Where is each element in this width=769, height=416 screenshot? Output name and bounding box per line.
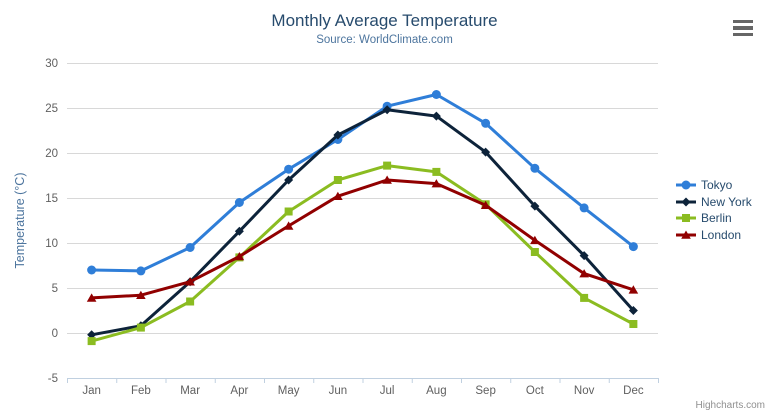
x-tick-label: Jan — [82, 385, 101, 397]
data-point-tokyo-may[interactable] — [284, 164, 294, 174]
data-point-new-york-dec[interactable] — [628, 306, 638, 315]
legend-label: London — [701, 227, 742, 242]
data-point-london-sep[interactable] — [480, 200, 491, 209]
gridlines — [67, 63, 658, 334]
data-point-tokyo-mar[interactable] — [185, 243, 195, 252]
hamburger-icon — [733, 19, 753, 24]
x-axis: Jan Feb Mar Apr May Jun Jul Aug Sep Oct Nov Dec — [67, 378, 659, 397]
x-tick-label: Aug — [426, 385, 446, 397]
data-point-new-york-oct[interactable] — [530, 201, 540, 211]
x-tick-label: Nov — [574, 385, 595, 397]
series-line-london — [90, 178, 635, 300]
data-point-berlin-mar[interactable] — [186, 297, 195, 306]
y-axis-title: Temperature (°C) — [13, 173, 27, 269]
y-tick-label: 10 — [45, 238, 58, 250]
y-tick-label: 25 — [45, 103, 58, 115]
x-tick-label: Apr — [230, 385, 248, 397]
series-line-berlin — [90, 164, 635, 343]
y-tick-label: 5 — [52, 283, 58, 295]
series-new-york — [87, 105, 638, 340]
data-point-london-apr[interactable] — [234, 252, 245, 261]
data-point-berlin-jun[interactable] — [333, 176, 342, 184]
data-point-tokyo-aug[interactable] — [431, 90, 441, 99]
series-tokyo — [87, 90, 638, 276]
data-point-berlin-oct[interactable] — [530, 248, 539, 256]
legend-label: Berlin — [701, 211, 732, 226]
triangle-marker-icon — [676, 230, 696, 239]
x-tick-label: Mar — [180, 385, 200, 397]
data-point-london-oct[interactable] — [530, 235, 540, 245]
x-tick-label: Jun — [329, 385, 348, 397]
data-point-london-aug[interactable] — [431, 179, 442, 188]
data-point-tokyo-sep[interactable] — [481, 118, 491, 128]
chart-subtitle: Source: WorldClimate.com — [316, 34, 453, 46]
data-point-new-york-aug[interactable] — [431, 111, 441, 121]
legend: Tokyo New York Berlin London — [676, 177, 752, 243]
y-tick-label: -5 — [48, 373, 58, 385]
highcharts-credit[interactable]: Highcharts.com — [695, 400, 765, 411]
x-tick-label: Jul — [380, 385, 395, 397]
x-tick-label: Sep — [475, 385, 495, 397]
data-point-tokyo-jan[interactable] — [87, 265, 97, 275]
x-tick-label: Dec — [623, 385, 644, 397]
data-point-new-york-jan[interactable] — [87, 330, 97, 340]
data-point-london-dec[interactable] — [628, 285, 639, 294]
x-tick-label: May — [278, 385, 300, 397]
data-point-london-jan[interactable] — [86, 293, 97, 302]
data-point-tokyo-feb[interactable] — [136, 266, 146, 276]
legend-item-berlin[interactable]: Berlin — [676, 210, 752, 227]
data-point-london-feb[interactable] — [136, 290, 146, 299]
series-london — [86, 175, 639, 302]
chart-title: Monthly Average Temperature — [271, 11, 498, 30]
y-tick-label: 15 — [45, 193, 58, 205]
y-axis-labels: -5 0 5 10 15 20 25 30 — [45, 58, 58, 385]
data-point-berlin-may[interactable] — [284, 207, 293, 216]
circle-marker-icon — [676, 180, 696, 190]
data-point-new-york-jun[interactable] — [333, 130, 343, 140]
legend-label: New York — [701, 194, 752, 209]
data-point-berlin-feb[interactable] — [136, 323, 145, 332]
x-tick-label: Oct — [526, 385, 545, 397]
data-point-london-mar[interactable] — [185, 277, 195, 286]
data-point-tokyo-dec[interactable] — [628, 242, 638, 252]
data-point-london-nov[interactable] — [579, 269, 589, 278]
data-point-new-york-apr[interactable] — [234, 226, 244, 236]
data-point-new-york-nov[interactable] — [579, 251, 589, 261]
x-tick-label: Feb — [131, 385, 151, 397]
series-line-new-york — [90, 108, 635, 337]
square-marker-icon — [676, 214, 696, 223]
data-point-tokyo-oct[interactable] — [530, 163, 540, 173]
legend-item-new-york[interactable]: New York — [676, 194, 752, 211]
data-point-berlin-nov[interactable] — [580, 293, 589, 302]
legend-item-london[interactable]: London — [676, 227, 752, 244]
y-tick-label: 20 — [45, 148, 58, 160]
diamond-marker-icon — [676, 197, 696, 207]
data-point-tokyo-apr[interactable] — [234, 198, 244, 207]
legend-item-tokyo[interactable]: Tokyo — [676, 177, 752, 194]
data-point-berlin-dec[interactable] — [629, 320, 638, 328]
data-point-new-york-may[interactable] — [284, 175, 294, 185]
data-point-berlin-aug[interactable] — [432, 167, 441, 176]
data-point-london-jun[interactable] — [333, 191, 343, 200]
y-tick-label: 30 — [45, 58, 58, 70]
data-point-new-york-jul[interactable] — [382, 105, 392, 115]
y-tick-label: 0 — [52, 328, 58, 340]
data-point-new-york-sep[interactable] — [481, 147, 491, 157]
context-menu-button[interactable] — [731, 17, 755, 39]
legend-label: Tokyo — [701, 178, 733, 193]
data-point-london-jul[interactable] — [382, 175, 392, 184]
data-point-berlin-jan[interactable] — [87, 337, 96, 346]
data-point-london-may[interactable] — [283, 221, 294, 230]
data-point-berlin-jul[interactable] — [383, 161, 392, 170]
data-point-tokyo-nov[interactable] — [579, 203, 589, 213]
